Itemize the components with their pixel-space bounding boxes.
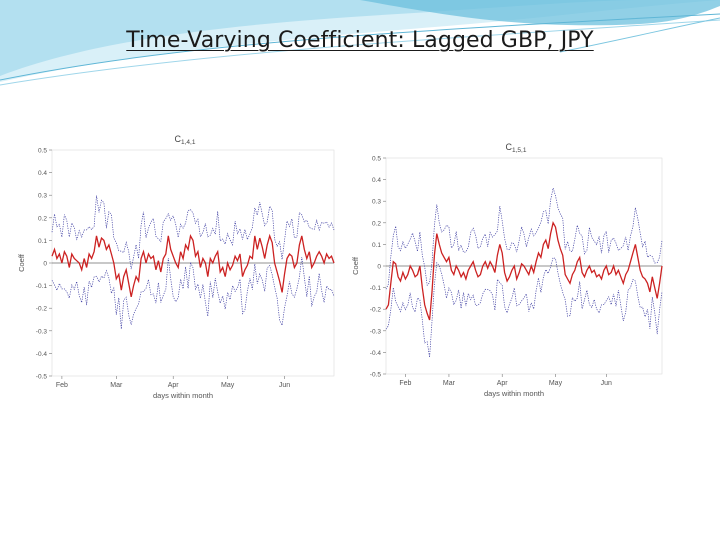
y-tick-label: 0.4: [372, 177, 381, 184]
y-tick-label: -0.4: [370, 350, 382, 357]
y-tick-label: 0.3: [372, 199, 381, 206]
y-tick-label: -0.5: [36, 374, 48, 381]
chart-title-subscript: 1,4,1: [181, 139, 196, 146]
y-tick-label: 0.2: [38, 215, 47, 222]
swoosh-band-light: [0, 0, 720, 82]
swoosh-line-1: [0, 13, 720, 81]
y-tick-label: 0.2: [372, 220, 381, 227]
upper-band-line: [51, 195, 335, 270]
x-tick-label: May: [549, 380, 563, 387]
y-tick-label: 0.1: [38, 238, 47, 245]
y-tick-label: -0.3: [370, 328, 382, 335]
y-tick-label: 0.5: [38, 148, 47, 155]
chart-coef-gbp: 0.5 0.4 0.3 0.2 0.1 0 -0.1 -0.2 -0.3 -0.4 -0.5 Feb M…: [17, 134, 335, 400]
swoosh-line-3: [559, 17, 720, 53]
y-tick-label: -0.2: [36, 306, 48, 313]
x-tick-label: May: [221, 382, 235, 389]
y-axis-label: Coeff: [17, 253, 26, 272]
y-axis-label: Coeff: [352, 256, 360, 275]
chart-coef-jpy: 0.5 0.4 0.3 0.2 0.1 0 -0.1 -0.2 -0.3 -0.4 -0.5 Feb M…: [352, 142, 663, 398]
y-tick-label: -0.3: [36, 328, 48, 335]
y-tick-label: 0.3: [38, 193, 47, 200]
y-tick-label: 0.1: [372, 242, 381, 249]
coefficient-line: [385, 221, 663, 321]
x-tick-label: Jun: [601, 380, 612, 387]
x-tick-label: Feb: [399, 380, 411, 387]
upper-band-line: [385, 187, 663, 290]
slide-title: Time-Varying Coefficient: Lagged GBP, JP…: [126, 28, 594, 53]
chart-title: C1,5,1: [506, 142, 527, 154]
x-tick-label: Mar: [110, 382, 123, 389]
y-tick-label: -0.1: [36, 283, 48, 290]
x-axis-label: days within month: [153, 391, 213, 400]
y-tick-label: 0: [377, 264, 381, 271]
lower-band-line: [51, 256, 335, 330]
y-tick-label: -0.5: [370, 372, 382, 379]
y-tick-label: 0: [43, 261, 47, 268]
y-tick-label: -0.4: [36, 351, 48, 358]
y-tick-label: -0.1: [370, 285, 382, 292]
y-tick-label: 0.4: [38, 170, 47, 177]
coefficient-line: [51, 233, 335, 298]
x-tick-label: Apr: [168, 382, 180, 389]
x-tick-label: Apr: [497, 380, 509, 387]
header-swoosh-decoration: [0, 0, 720, 86]
chart-title: C1,4,1: [175, 134, 196, 146]
y-tick-label: 0.5: [372, 156, 381, 163]
y-tick-label: -0.2: [370, 307, 382, 314]
chart-title-subscript: 1,5,1: [512, 147, 527, 154]
x-tick-label: Jun: [279, 382, 290, 389]
lower-band-line: [385, 257, 663, 358]
x-tick-label: Mar: [443, 380, 456, 387]
x-tick-label: Feb: [56, 382, 68, 389]
swoosh-line-2: [0, 19, 720, 86]
x-axis-label: days within month: [484, 389, 544, 398]
